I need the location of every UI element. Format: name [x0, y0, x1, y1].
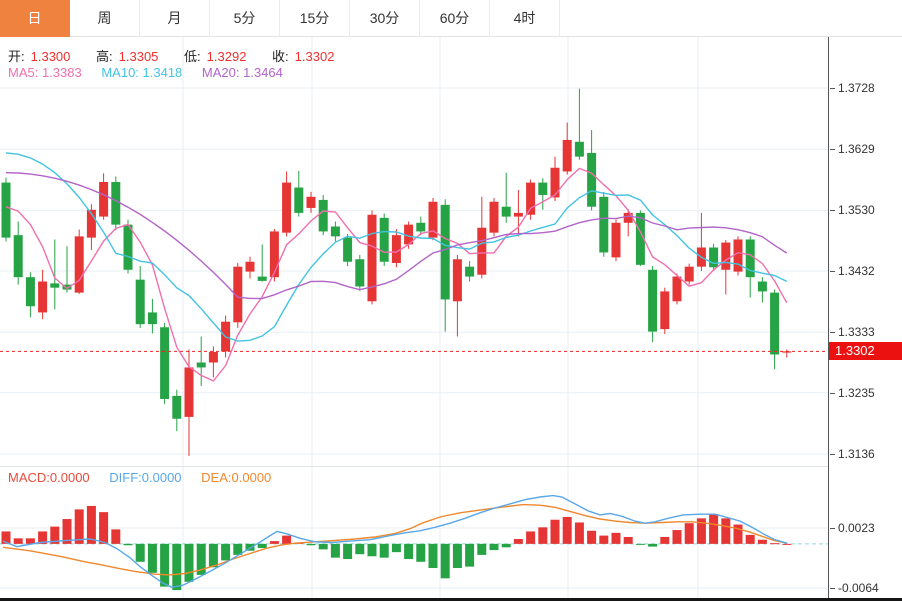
- pane-divider: [0, 466, 902, 467]
- tab-5min[interactable]: 5分: [210, 0, 280, 37]
- tick-mark: [830, 588, 835, 589]
- period-tab-bar: 日周月 5分 15分 30分 60分 4时: [0, 0, 902, 37]
- tick-mark: [830, 528, 835, 529]
- ma-legend: MA5: 1.3383 MA10: 1.3418 MA20: 1.3464: [8, 65, 299, 80]
- ma5-legend: MA5: 1.3383: [8, 65, 82, 80]
- tab-day[interactable]: 日: [0, 0, 70, 37]
- tab-4hour[interactable]: 4时: [490, 0, 560, 37]
- tab-60min[interactable]: 60分: [420, 0, 490, 37]
- window-bottom-edge: [0, 598, 902, 601]
- candlestick-chart-canvas[interactable]: [0, 37, 830, 466]
- macd-legend: MACD:0.0000 DIFF:0.0000 DEA:0.0000: [8, 470, 287, 485]
- low-label: 低:: [184, 49, 201, 64]
- tick-mark: [830, 88, 835, 89]
- axis-tick-label: 1.3136: [830, 447, 875, 462]
- axis-tick-label: 1.3235: [830, 386, 875, 401]
- tick-mark: [830, 332, 835, 334]
- diff-value: DIFF:0.0000: [109, 470, 182, 485]
- current-price-tag: 1.3302: [829, 342, 902, 361]
- axis-tick-label: 1.3629: [830, 142, 875, 157]
- tick-mark: [830, 271, 835, 272]
- tick-mark: [830, 149, 835, 151]
- tab-15min[interactable]: 15分: [280, 0, 350, 37]
- tick-mark: [830, 454, 835, 455]
- price-axis: 1.3302 1.3728 1.3629 1.3530 1.3432 1.3333 1.3…: [829, 37, 902, 598]
- macd-chart-canvas[interactable]: [0, 467, 830, 598]
- tick-mark: [830, 392, 835, 394]
- axis-tick-label: -0.0064: [830, 581, 879, 596]
- tab-30min[interactable]: 30分: [350, 0, 420, 37]
- macd-value: MACD:0.0000: [8, 470, 90, 485]
- tab-week[interactable]: 周: [70, 0, 140, 37]
- axis-tick-label: 1.3333: [830, 325, 875, 340]
- axis-tick-label: 0.0023: [830, 521, 875, 536]
- axis-border-line: [828, 37, 829, 598]
- low-value: 1.3292: [206, 49, 247, 64]
- axis-tick-label: 1.3530: [830, 203, 875, 218]
- axis-tick-label: 1.3432: [830, 264, 875, 279]
- open-value: 1.3300: [30, 49, 71, 64]
- tab-month[interactable]: 月: [140, 0, 210, 37]
- tick-mark: [830, 210, 835, 212]
- axis-tick-label: 1.3728: [830, 81, 875, 96]
- open-label: 开:: [8, 49, 25, 64]
- ma10-legend: MA10: 1.3418: [101, 65, 183, 80]
- ohlc-legend: 开: 1.3300 高: 1.3305 低: 1.3292 收: 1.3302: [8, 46, 356, 65]
- high-label: 高:: [96, 49, 113, 64]
- high-value: 1.3305: [118, 49, 159, 64]
- dea-value: DEA:0.0000: [201, 470, 272, 485]
- ma20-legend: MA20: 1.3464: [201, 65, 283, 80]
- close-label: 收:: [272, 49, 289, 64]
- close-value: 1.3302: [294, 49, 335, 64]
